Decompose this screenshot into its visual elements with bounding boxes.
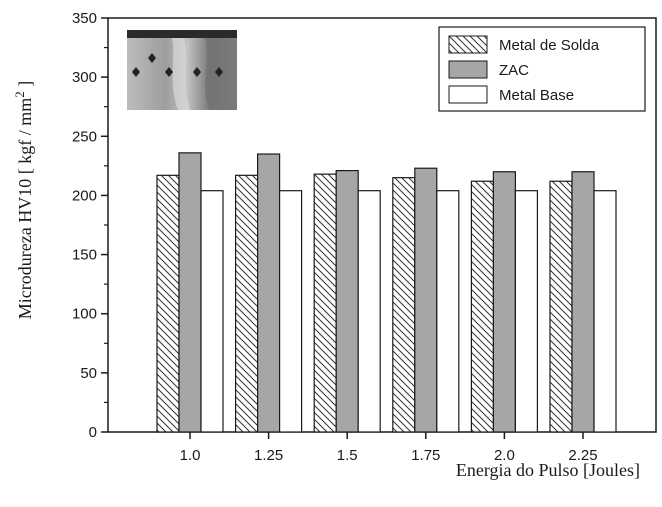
- bar-zac-2_0: [492, 171, 516, 433]
- bar-metal-base-1_75: [436, 190, 460, 433]
- legend-label-zac: ZAC: [499, 62, 529, 79]
- y-tick-label: 300: [72, 69, 97, 86]
- bar-zac-1_5: [335, 169, 359, 433]
- bar-zac-2_25: [571, 171, 595, 433]
- y-tick-label: 350: [72, 10, 97, 27]
- x-axis: 1.0 1.25 1.5 1.75 2.0 2.25: [180, 432, 598, 464]
- micrograph-inset: [127, 30, 237, 110]
- bar-metal-base-2_0: [514, 190, 539, 433]
- legend-label-metal-base: Metal Base: [499, 87, 574, 104]
- indent-mark-icon: [165, 67, 173, 77]
- y-axis-title: Microdureza HV10 [ kgf / mm2 ]: [12, 81, 35, 319]
- y-tick-label: 150: [72, 247, 97, 264]
- bar-metal-base-1_5: [357, 190, 381, 433]
- y-tick-label: 0: [89, 424, 97, 441]
- x-tick-label: 1.5: [337, 447, 358, 464]
- bar-zac-1_75: [414, 167, 438, 433]
- y-tick-label: 50: [80, 365, 97, 382]
- bar-metal-base-2_25: [593, 190, 617, 433]
- y-tick-label: 250: [72, 128, 97, 145]
- bar-zac-1_0: [178, 152, 202, 433]
- x-tick-label: 2.25: [568, 447, 597, 464]
- indent-mark-icon: [132, 67, 140, 77]
- bar-metal-base-1_25: [279, 190, 303, 433]
- legend: Metal de Solda ZAC Metal Base: [438, 26, 646, 112]
- bars: [156, 152, 617, 433]
- bar-metal-de-solda-1_0: [156, 174, 180, 433]
- bar-metal-de-solda-2_25: [549, 180, 573, 433]
- bar-metal-de-solda-1_5: [313, 173, 337, 433]
- x-tick-label: 2.0: [494, 447, 515, 464]
- legend-label-metal-de-solda: Metal de Solda: [499, 37, 600, 54]
- bar-metal-de-solda-1_75: [392, 177, 416, 433]
- y-tick-label: 100: [72, 306, 97, 323]
- indent-mark-icon: [193, 67, 201, 77]
- x-tick-label: 1.0: [180, 447, 201, 464]
- x-tick-label: 1.25: [254, 447, 283, 464]
- legend-swatch-metal-de-solda: [448, 35, 488, 54]
- indent-mark-icon: [148, 53, 156, 63]
- y-axis: 0 50 100 150 200 250 300 350: [72, 10, 108, 441]
- y-tick-label: 200: [72, 187, 97, 204]
- bar-metal-de-solda-2_0: [470, 180, 494, 433]
- x-axis-title: Energia do Pulso [Joules]: [456, 460, 640, 480]
- legend-swatch-zac: [448, 60, 488, 79]
- indent-mark-icon: [215, 67, 223, 77]
- x-tick-label: 1.75: [411, 447, 440, 464]
- bar-metal-base-1_0: [200, 190, 224, 433]
- bar-zac-1_25: [257, 153, 281, 433]
- legend-swatch-metal-base: [448, 85, 488, 104]
- bar-metal-de-solda-1_25: [235, 174, 259, 433]
